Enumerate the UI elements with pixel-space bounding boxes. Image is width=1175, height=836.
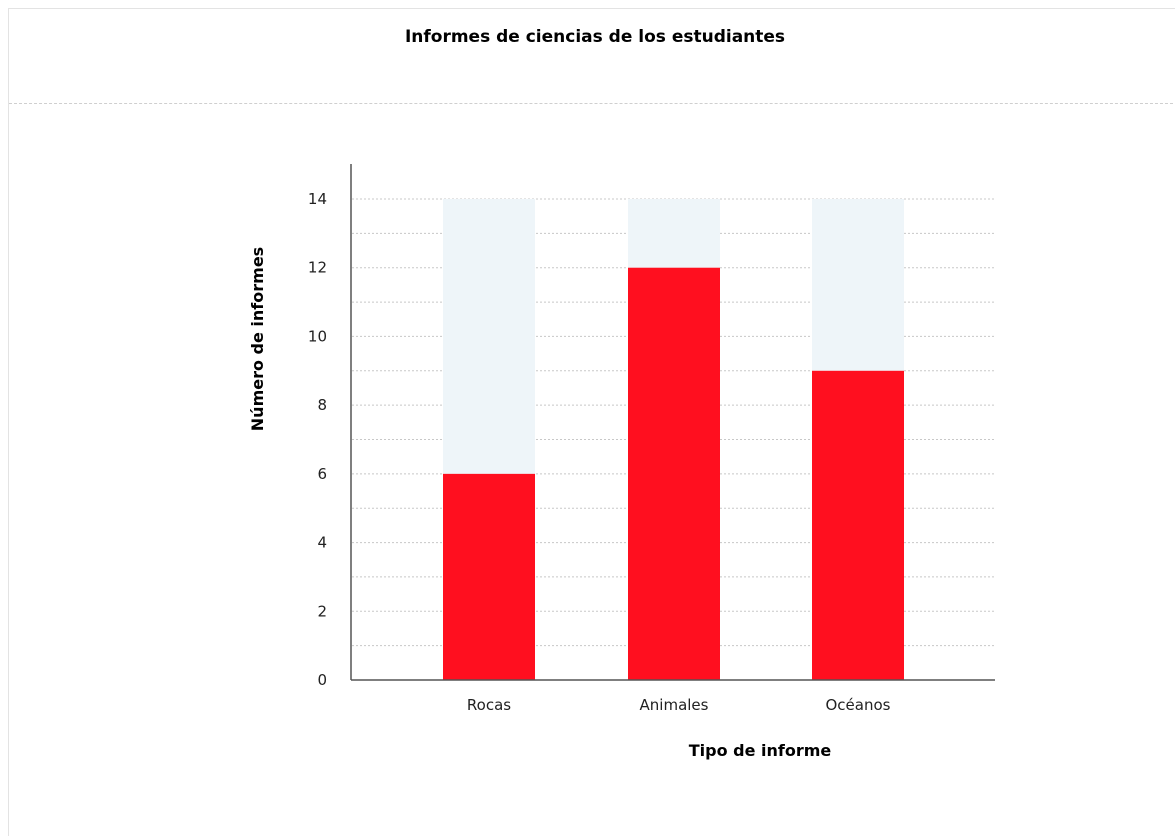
y-tick-label: 8 bbox=[317, 396, 327, 414]
tick-labels: Rocas Animales Océanos 0 2 4 6 8 10 12 14 bbox=[308, 190, 891, 714]
bars bbox=[443, 267, 904, 680]
x-tick-label: Océanos bbox=[826, 696, 891, 714]
y-axis-title: Número de informes bbox=[248, 247, 267, 431]
y-tick-label: 12 bbox=[308, 259, 327, 277]
y-tick-label: 14 bbox=[308, 190, 327, 208]
bar-océanos[interactable] bbox=[812, 370, 904, 680]
y-tick-label: 10 bbox=[308, 327, 327, 345]
chart-title: Informes de ciencias de los estudiantes bbox=[404, 27, 786, 47]
y-tick-label: 4 bbox=[317, 534, 327, 552]
y-tick-label: 2 bbox=[317, 602, 327, 620]
x-tick-label: Animales bbox=[640, 696, 709, 714]
bar-rocas[interactable] bbox=[443, 473, 535, 680]
bar-animales[interactable] bbox=[628, 267, 720, 680]
x-axis-title: Tipo de informe bbox=[689, 741, 832, 760]
y-tick-label: 6 bbox=[317, 465, 327, 483]
y-tick-label: 0 bbox=[317, 671, 327, 689]
axes bbox=[350, 164, 995, 681]
chart-frame bbox=[8, 8, 1175, 836]
x-tick-label: Rocas bbox=[467, 696, 511, 714]
chart-header bbox=[9, 9, 1175, 104]
